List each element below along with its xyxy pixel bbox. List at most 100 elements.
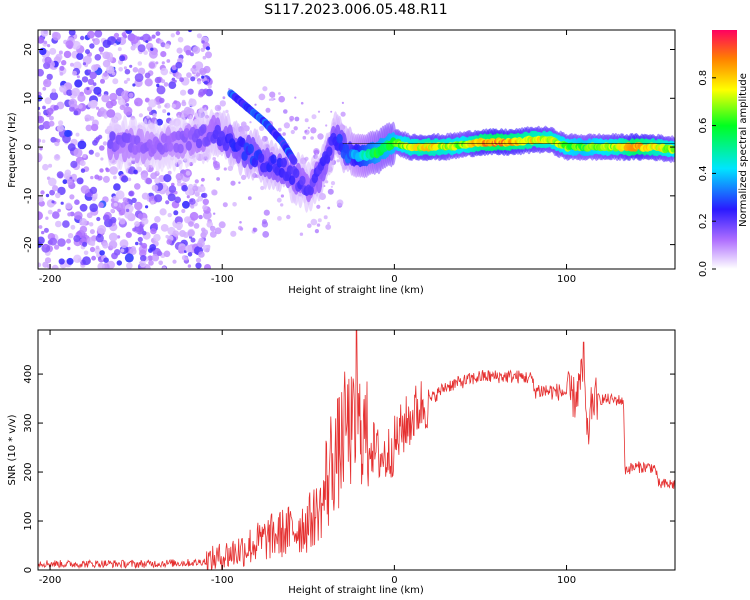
noise-speckle [336, 199, 344, 207]
noise-speckle [262, 219, 267, 225]
colorbar-tick-label: 0.8 [698, 70, 709, 86]
noise-speckle [113, 249, 121, 256]
noise-speckle [123, 106, 133, 116]
noise-speckle [101, 94, 110, 103]
noise-speckle [48, 177, 57, 187]
noise-speckle [72, 70, 77, 76]
noise-speckle [198, 251, 205, 258]
noise-speckle [223, 167, 227, 171]
y-tick-label: 0 [23, 144, 34, 150]
noise-speckle [310, 127, 317, 134]
noise-speckle [116, 37, 122, 42]
noise-speckle [307, 223, 312, 228]
noise-speckle [38, 111, 41, 117]
noise-speckle [134, 183, 141, 190]
noise-speckle [202, 192, 208, 199]
noise-speckle [73, 148, 83, 158]
noise-speckle [139, 249, 147, 257]
noise-speckle [216, 177, 221, 181]
noise-speckle [39, 47, 47, 56]
noise-speckle [325, 124, 328, 127]
noise-speckle [300, 101, 304, 105]
noise-speckle [225, 109, 229, 114]
noise-speckle [131, 197, 137, 204]
noise-speckle [207, 84, 212, 89]
noise-speckle [120, 248, 125, 253]
noise-speckle [190, 204, 195, 209]
noise-speckle [140, 173, 148, 181]
noise-speckle [110, 216, 117, 224]
noise-speckle [310, 218, 318, 226]
noise-speckle [156, 250, 163, 257]
noise-speckle [145, 97, 150, 103]
noise-speckle [76, 75, 80, 79]
noise-speckle [199, 67, 207, 76]
noise-speckle [160, 42, 166, 48]
noise-speckle [182, 200, 190, 209]
noise-speckle [127, 177, 132, 182]
noise-speckle [110, 198, 115, 202]
noise-speckle [254, 103, 257, 106]
noise-speckle [94, 30, 103, 38]
noise-speckle [185, 170, 191, 176]
noise-speckle [113, 175, 117, 180]
noise-speckle [100, 157, 104, 161]
noise-speckle [85, 49, 90, 55]
noise-speckle [341, 101, 344, 104]
noise-speckle [119, 55, 126, 62]
noise-speckle [152, 113, 157, 118]
noise-speckle [46, 73, 53, 81]
colorbar-gradient [712, 30, 737, 269]
noise-speckle [92, 38, 96, 42]
noise-speckle [121, 90, 130, 100]
noise-speckle [38, 225, 43, 229]
noise-speckle [154, 194, 163, 203]
ridge-mark [293, 168, 300, 179]
noise-speckle [62, 179, 68, 185]
noise-speckle [56, 138, 61, 143]
noise-speckle [80, 185, 90, 194]
noise-speckle [63, 50, 72, 59]
ridge-mark [270, 154, 277, 165]
noise-speckle [52, 211, 60, 219]
noise-speckle [94, 174, 100, 180]
noise-speckle [201, 177, 205, 182]
noise-speckle [145, 177, 153, 185]
noise-speckle [68, 98, 78, 108]
noise-speckle [151, 184, 159, 192]
noise-speckle [213, 212, 216, 215]
noise-speckle [38, 262, 42, 268]
noise-speckle [116, 260, 123, 266]
ridge-mark [185, 140, 192, 151]
noise-speckle [110, 208, 115, 213]
noise-speckle [103, 114, 108, 119]
noise-speckle [52, 185, 59, 192]
noise-speckle [117, 47, 122, 52]
noise-speckle [187, 229, 195, 237]
noise-speckle [102, 59, 111, 68]
noise-speckle [125, 208, 130, 213]
noise-speckle [42, 163, 49, 171]
noise-speckle [40, 30, 49, 37]
noise-speckle [168, 81, 177, 89]
noise-speckle [90, 123, 99, 132]
noise-speckle [277, 127, 282, 132]
noise-speckle [57, 186, 66, 196]
x-tick-label: -200 [39, 274, 62, 285]
noise-speckle [137, 81, 142, 86]
noise-speckle [156, 83, 160, 88]
noise-speckle [38, 36, 45, 44]
noise-speckle [202, 198, 209, 205]
noise-speckle [97, 225, 107, 234]
noise-speckle [173, 100, 178, 104]
noise-speckle [137, 44, 146, 53]
noise-speckle [149, 49, 158, 59]
noise-speckle [307, 126, 310, 129]
noise-speckle [84, 114, 92, 122]
noise-speckle [188, 221, 194, 227]
noise-speckle [163, 174, 172, 183]
noise-speckle [134, 73, 144, 82]
noise-speckle [45, 193, 50, 198]
noise-speckle [39, 147, 43, 151]
noise-speckle [62, 220, 70, 228]
